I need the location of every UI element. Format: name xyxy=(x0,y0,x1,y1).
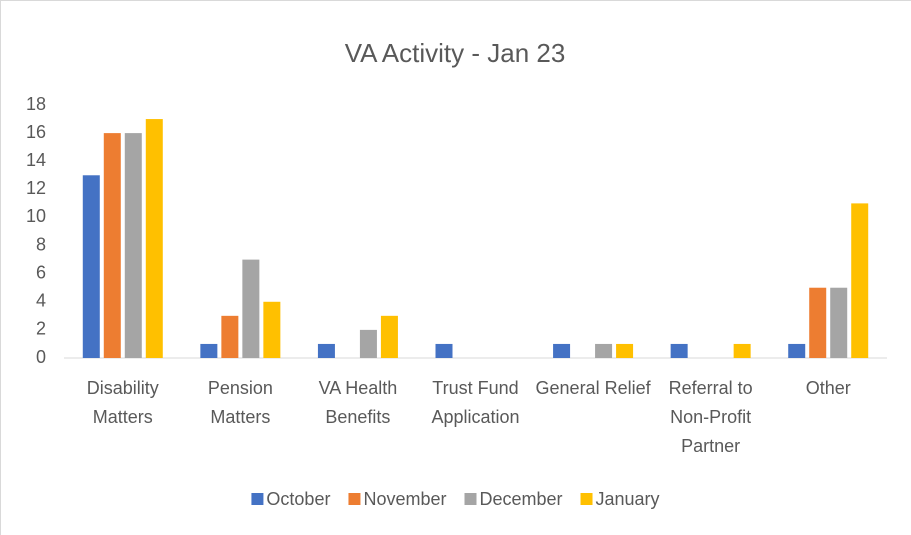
y-tick-label: 6 xyxy=(36,262,46,282)
bar xyxy=(553,343,571,358)
bar xyxy=(435,343,453,358)
bar xyxy=(670,343,688,358)
bar xyxy=(830,287,848,358)
y-tick-label: 8 xyxy=(36,234,46,254)
bar xyxy=(733,343,751,358)
bar xyxy=(809,287,827,358)
y-tick-label: 14 xyxy=(26,150,46,170)
bar xyxy=(145,119,163,358)
bar xyxy=(263,301,281,358)
x-tick-label: Disability Matters xyxy=(86,378,159,427)
y-tick-label: 2 xyxy=(36,319,46,339)
bar xyxy=(616,343,634,358)
bar xyxy=(242,259,260,358)
y-tick-label: 16 xyxy=(26,122,46,142)
bar xyxy=(221,315,239,358)
bar xyxy=(788,343,806,358)
bar xyxy=(82,175,100,358)
bar xyxy=(595,343,613,358)
y-tick-label: 12 xyxy=(26,178,46,198)
bar xyxy=(359,329,377,358)
x-tick-label: Referral to Non-Profit Partner xyxy=(668,378,753,456)
x-tick-label: Trust Fund Application xyxy=(431,378,520,427)
x-tick-label: Other xyxy=(805,378,851,398)
bar xyxy=(380,315,398,358)
bar xyxy=(851,203,869,358)
bar xyxy=(317,343,335,358)
legend-swatch xyxy=(580,493,593,505)
x-tick-label: Pension Matters xyxy=(207,378,273,427)
legend-swatch xyxy=(348,493,361,505)
bar xyxy=(103,133,121,358)
y-tick-label: 18 xyxy=(26,94,46,114)
chart-title: VA Activity - Jan 23 xyxy=(345,38,566,68)
legend-label: January xyxy=(596,489,660,509)
bar xyxy=(200,343,218,358)
y-tick-label: 0 xyxy=(36,347,46,367)
y-tick-label: 10 xyxy=(26,206,46,226)
legend-label: November xyxy=(363,489,446,509)
legend-label: October xyxy=(266,489,330,509)
x-tick-label: General Relief xyxy=(535,378,651,398)
legend-swatch xyxy=(464,493,477,505)
y-tick-label: 4 xyxy=(36,291,46,311)
legend-label: December xyxy=(479,489,562,509)
x-tick-label: VA Health Benefits xyxy=(318,378,398,427)
bar xyxy=(124,133,142,358)
legend-swatch xyxy=(251,493,264,505)
